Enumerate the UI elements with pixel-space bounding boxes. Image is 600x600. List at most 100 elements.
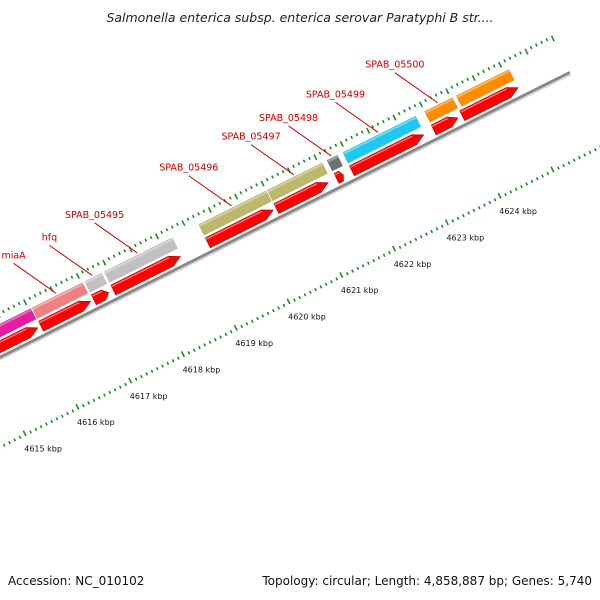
position-tick [314,287,317,292]
gc-tick [123,249,127,253]
gc-tick [234,193,239,200]
gc-tick [176,222,179,227]
cds-highlight [460,88,508,113]
feature-box [84,272,108,293]
tick-label: 4615 kbp [24,445,62,454]
position-tick [351,269,354,273]
gc-tick [339,140,344,148]
cds-arrow [38,300,92,332]
gc-tick [239,191,243,195]
gc-tick [439,90,443,95]
position-tick [572,158,576,162]
gc-tick [197,212,200,216]
position-tick [108,390,112,395]
gc-tick [455,82,459,87]
gc-tick [492,64,496,68]
position-tick [92,398,96,403]
position-tick [29,430,32,434]
position-tick [546,171,550,176]
gc-tick [408,106,412,111]
position-tick [81,403,85,408]
cds-highlight [431,117,448,127]
gc-tick [487,67,491,71]
position-tick [319,285,323,289]
position-tick [504,192,507,197]
cds-highlight [91,290,102,297]
gc-tick [102,259,107,266]
gc-tick [255,183,259,187]
gc-tick [302,159,306,163]
gc-tick [265,177,269,182]
position-tick [180,351,186,358]
position-tick [345,272,349,276]
position-tick [60,414,64,418]
position-tick [444,219,449,226]
backbone [0,71,572,361]
position-tick [87,401,91,405]
gc-tick [329,146,332,150]
position-tick [330,279,333,284]
genome-summary-text: Topology: circular; Length: 4,858,887 bp… [262,574,592,588]
feature-highlight [198,191,268,227]
position-tick [286,298,291,305]
position-tick [335,277,339,281]
position-tick [150,369,154,374]
position-tick [388,250,391,255]
tick-label: 4621 kbp [341,286,379,295]
tick-label: 4617 kbp [130,392,168,401]
position-tick [583,153,587,157]
position-tick [208,340,212,345]
gc-tick [519,51,522,55]
tick-label: 4623 kbp [446,233,484,242]
cds-highlight [274,183,318,206]
tick-label: 4616 kbp [77,418,115,427]
backbone-shadow [0,74,572,361]
position-tick [266,311,270,315]
gc-tick [482,69,485,74]
map-title: Salmonella enterica subsp. enterica sero… [106,10,494,25]
gc-tick [249,185,253,190]
label-leader-line [13,262,57,294]
position-tick [562,163,566,168]
gc-tick [149,235,153,240]
gc-tick [313,154,318,161]
gc-tick [381,119,385,124]
tick-label: 4618 kbp [183,365,221,374]
gc-tick [461,80,464,84]
gc-tick [139,241,142,245]
position-tick [483,203,486,207]
gc-tick [38,291,42,295]
position-tick [366,261,370,265]
gc-tick [144,238,148,242]
position-tick [361,264,365,268]
gc-tick [413,103,417,108]
position-tick [192,348,196,352]
position-tick [382,253,386,257]
gc-tick [271,175,274,179]
gc-tick [387,117,390,121]
position-tick [261,314,265,318]
position-tick [303,293,307,297]
feature-highlight [267,163,324,193]
position-tick [550,166,555,173]
feature-highlight [32,282,84,311]
position-tick [356,266,360,271]
position-tick [339,271,344,279]
feature-box [31,282,89,319]
gc-tick [44,288,47,293]
gc-tick [524,48,529,55]
gc-tick [424,98,427,103]
cds-highlight [0,328,27,344]
gc-tick [445,88,450,95]
gc-tick [65,278,69,282]
position-tick [324,282,328,286]
position-tick [430,229,434,234]
feature-box [424,97,459,123]
gc-tick [75,272,80,279]
gene-label: SPAB_05496 [159,163,218,174]
position-tick [535,177,539,181]
position-tick [8,440,11,445]
position-tick [308,290,312,294]
position-tick [282,303,286,308]
